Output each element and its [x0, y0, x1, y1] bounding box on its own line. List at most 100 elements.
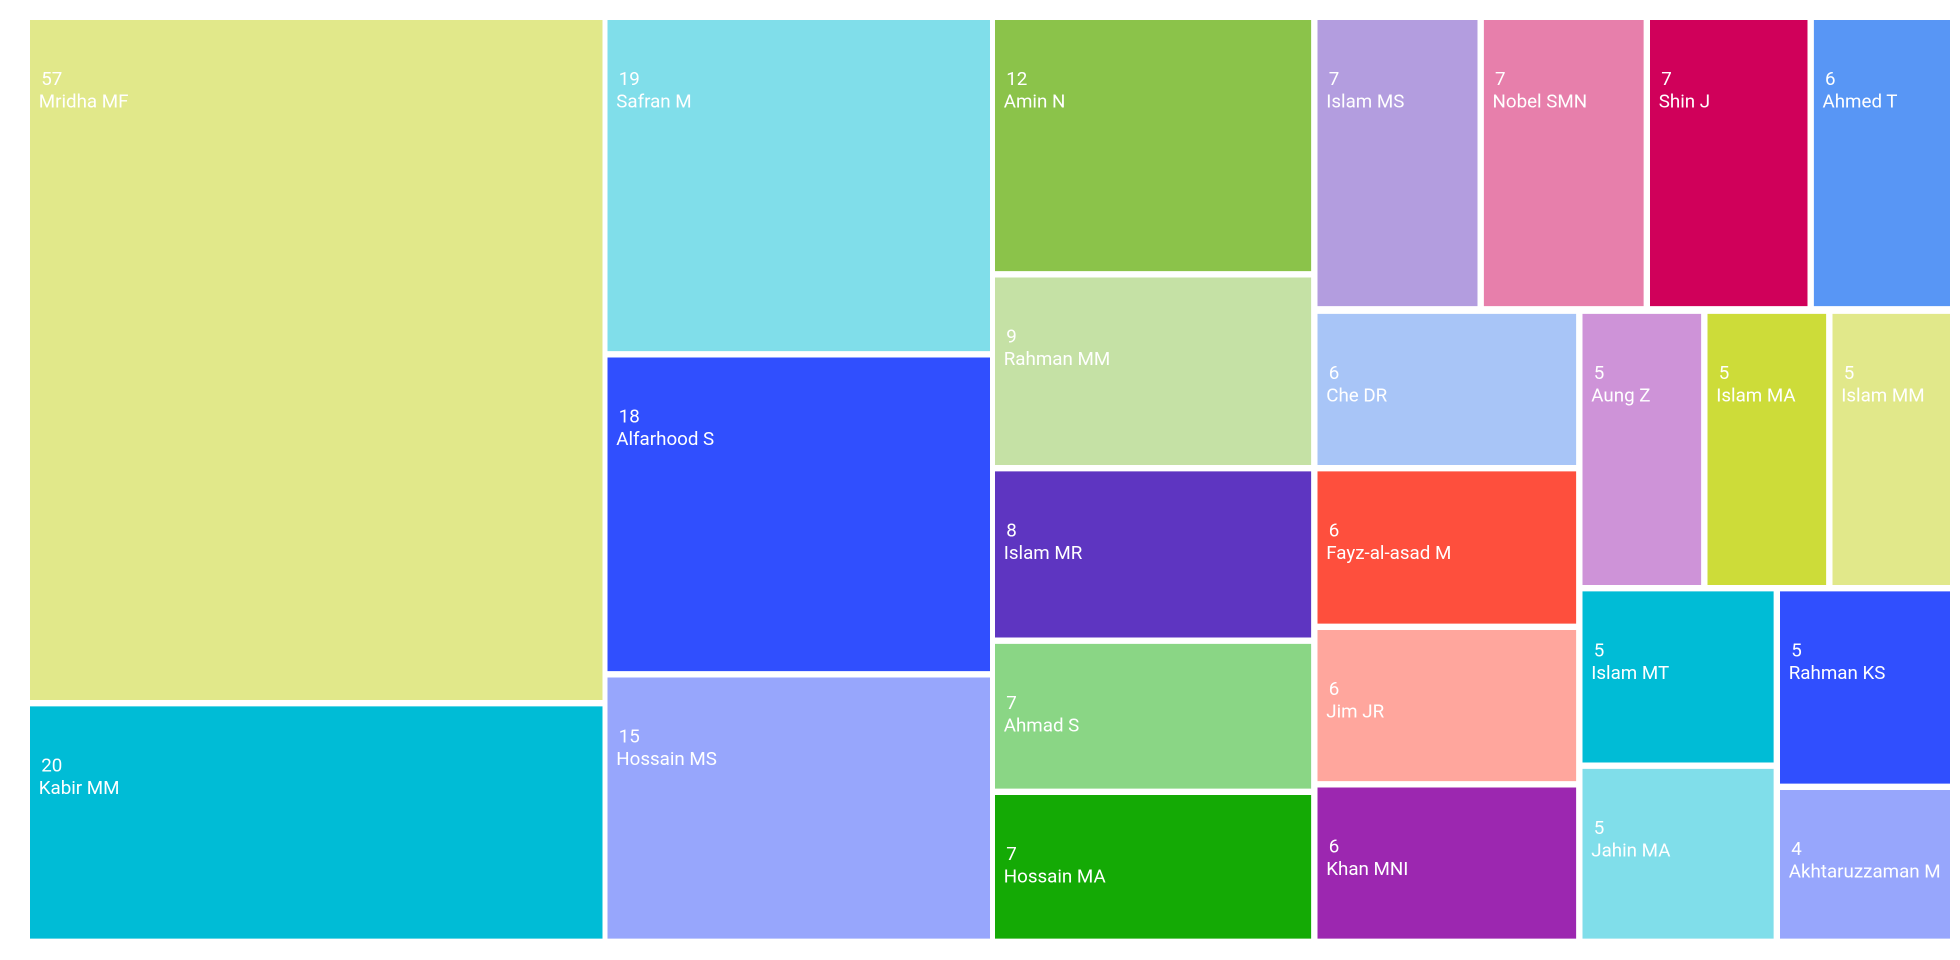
tile-rect: [607, 357, 990, 672]
tile-label: Islam MA: [1716, 384, 1795, 406]
tile-rect: [1582, 313, 1702, 585]
tile-value: 5: [1594, 639, 1605, 661]
tile-value: 19: [619, 68, 640, 90]
tile-label: Aung Z: [1591, 384, 1650, 406]
tile-label: Che DR: [1326, 384, 1387, 406]
tile-value: 4: [1791, 838, 1802, 860]
tile-label: Rahman MM: [1004, 348, 1110, 370]
tile-label: Kabir MM: [39, 777, 120, 799]
tile-value: 8: [1006, 519, 1017, 541]
tile-label: Fayz-al-asad M: [1326, 542, 1451, 564]
tile-value: 6: [1329, 678, 1340, 700]
tile-value: 57: [41, 68, 62, 90]
tile-label: Islam MM: [1841, 384, 1924, 406]
tile-value: 5: [1594, 362, 1605, 384]
tile-value: 5: [1594, 817, 1605, 839]
tile-label: Safran M: [616, 91, 691, 113]
tile-rect: [1582, 768, 1774, 939]
tile-rect: [1317, 471, 1577, 624]
tile-rect: [995, 20, 1312, 272]
tile-rect: [995, 643, 1312, 789]
tile-rect: [30, 706, 603, 939]
tile-label: Amin N: [1004, 91, 1066, 113]
tile-label: Ahmed T: [1823, 91, 1898, 113]
tile-value: 9: [1006, 326, 1017, 348]
tile-value: 5: [1719, 362, 1730, 384]
tile-label: Shin J: [1659, 91, 1710, 113]
tile-rect: [995, 795, 1312, 939]
tile-value: 7: [1006, 692, 1017, 714]
tile-value: 7: [1006, 843, 1017, 865]
tile-rect: [1317, 20, 1478, 307]
tile-value: 7: [1329, 68, 1340, 90]
tile-rect: [1582, 591, 1774, 763]
tile-value: 15: [619, 726, 640, 748]
tile-value: 7: [1495, 68, 1506, 90]
tile-rect: [1707, 313, 1827, 585]
tile-rect: [607, 677, 990, 939]
tile-rect: [1813, 20, 1950, 307]
tile-rect: [1832, 313, 1950, 585]
tile-label: Khan MNI: [1326, 858, 1408, 880]
tile-label: Mridha MF: [39, 91, 129, 113]
tile-value: 12: [1006, 68, 1027, 90]
tile-value: 18: [619, 406, 640, 428]
tile-value: 5: [1791, 639, 1802, 661]
tile-value: 6: [1329, 519, 1340, 541]
tile-rect: [607, 20, 990, 352]
tile-value: 6: [1329, 362, 1340, 384]
tile-label: Islam MT: [1591, 662, 1669, 684]
tile-value: 7: [1661, 68, 1672, 90]
tile-rect: [1780, 790, 1950, 939]
tile-label: Ahmad S: [1004, 714, 1080, 736]
tile-label: Islam MR: [1004, 542, 1083, 564]
tile-rect: [1483, 20, 1644, 307]
tile-rect: [995, 471, 1312, 638]
tile-rect: [1317, 787, 1577, 939]
tile-label: Hossain MA: [1004, 866, 1106, 888]
tile-label: Rahman KS: [1789, 662, 1886, 684]
tile-value: 20: [41, 754, 62, 776]
tile-rect: [1317, 630, 1577, 782]
tile-value: 5: [1844, 362, 1855, 384]
tile-label: Islam MS: [1326, 91, 1404, 113]
tile-rect: [995, 277, 1312, 465]
tile-label: Hossain MS: [616, 748, 717, 770]
tile-value: 6: [1329, 836, 1340, 858]
tile-rect: [1650, 20, 1808, 307]
tile-label: Akhtaruzzaman M: [1789, 861, 1941, 883]
tile-rect: [30, 20, 603, 700]
tile-label: Nobel SMN: [1493, 91, 1588, 113]
tile-label: Jahin MA: [1591, 839, 1670, 861]
tile-rect: [1317, 313, 1577, 465]
tile-rect: [1780, 591, 1950, 784]
tile-label: Jim JR: [1326, 701, 1384, 723]
